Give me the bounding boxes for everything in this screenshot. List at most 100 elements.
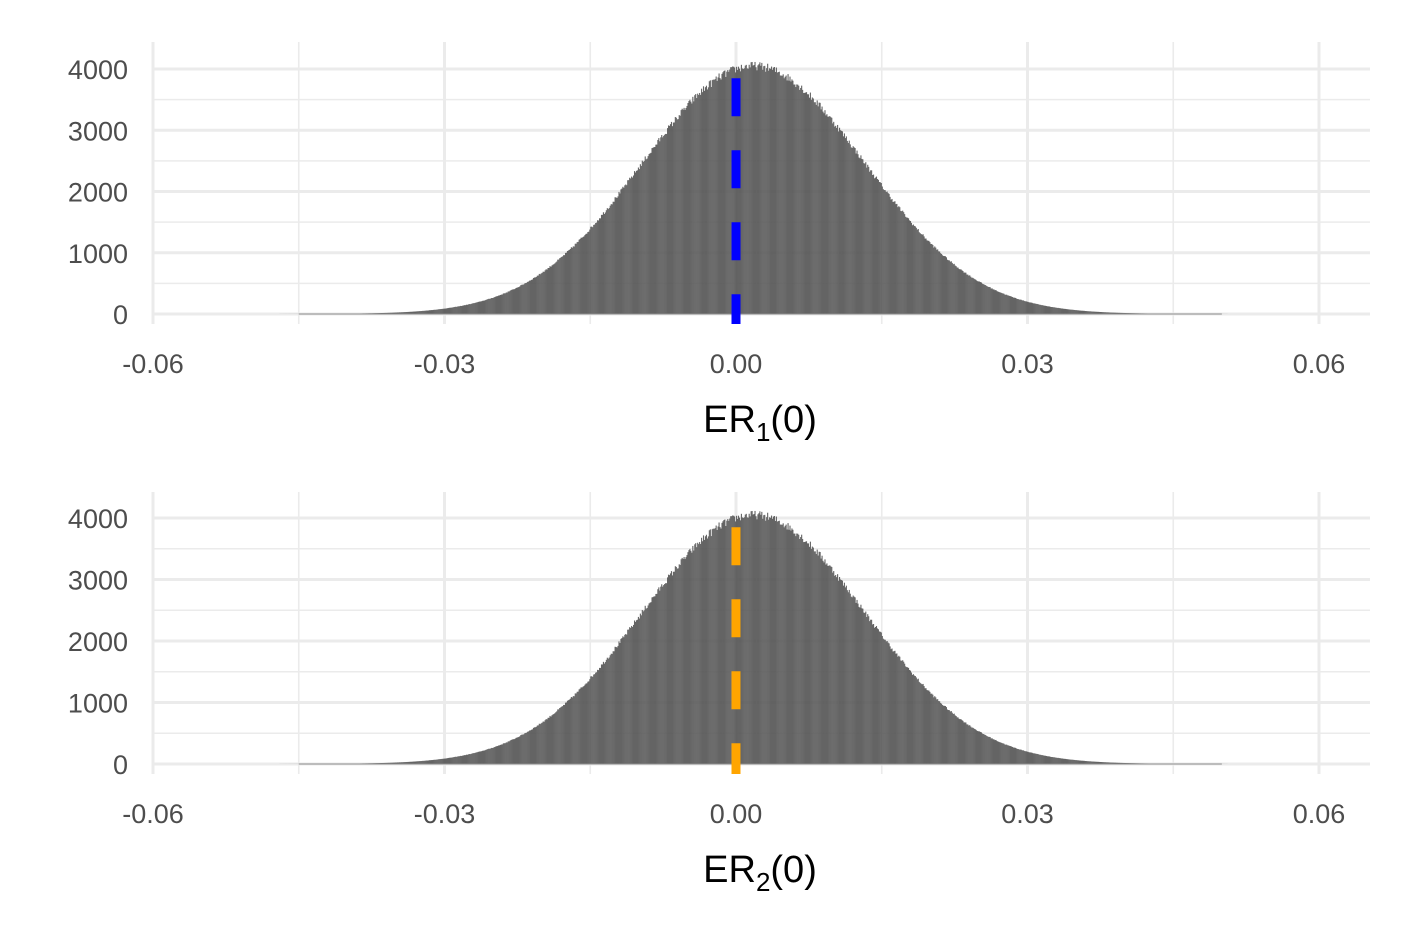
histogram-bar: [460, 755, 462, 764]
histogram-bar: [411, 311, 413, 314]
histogram-bar: [1005, 294, 1007, 314]
histogram-bar: [1044, 755, 1047, 764]
histogram-bar: [1085, 761, 1087, 764]
histogram-bar: [665, 583, 667, 764]
histogram-bar: [544, 270, 546, 314]
histogram-bar: [765, 71, 767, 315]
histogram-bar: [1013, 297, 1016, 314]
histogram-bar: [441, 308, 443, 314]
histogram-bar: [744, 514, 746, 764]
histogram-bar: [722, 72, 724, 315]
histogram-bar: [639, 613, 641, 764]
histogram-bar: [776, 521, 778, 764]
histogram-bar: [873, 178, 876, 314]
histogram-bar: [694, 544, 696, 764]
histogram-bar: [779, 524, 781, 764]
histogram-bar: [1120, 762, 1122, 764]
histogram-bar: [1041, 755, 1043, 764]
histogram-bar: [577, 691, 579, 764]
x-tick-label: 0.00: [710, 799, 763, 829]
histogram-bar: [1018, 299, 1020, 314]
histogram-bar: [890, 649, 892, 764]
histogram-bar: [494, 747, 496, 764]
histogram-bar: [1063, 308, 1065, 314]
histogram-bar: [777, 72, 779, 314]
histogram-bar: [872, 175, 874, 314]
histogram-bar: [984, 734, 986, 764]
histogram-bar: [604, 662, 606, 764]
histogram-bar: [989, 737, 991, 764]
histogram-bar: [404, 312, 406, 314]
histogram-bar: [981, 283, 983, 314]
histogram-bar: [572, 246, 574, 314]
histogram-bar: [965, 272, 967, 314]
histogram-bar: [413, 761, 415, 764]
histogram-bar: [669, 124, 672, 315]
histogram-bar: [547, 267, 549, 314]
histogram-bar: [633, 175, 635, 314]
histogram-bar: [532, 727, 535, 764]
histogram-bar: [874, 177, 877, 314]
histogram-bar: [732, 515, 734, 764]
histogram-bar: [407, 311, 409, 314]
histogram-bar: [599, 218, 602, 314]
histogram-bar: [828, 116, 830, 314]
histogram-bar: [719, 78, 721, 314]
histogram-bar: [861, 158, 863, 314]
histogram-bar: [1091, 311, 1093, 314]
histogram-bar: [1043, 305, 1045, 314]
histogram-bar: [598, 670, 600, 764]
histogram-bar: [508, 291, 510, 314]
histogram-bar: [964, 272, 966, 314]
histogram-bar: [393, 762, 396, 764]
histogram-bar: [475, 302, 477, 314]
histogram-bar: [910, 222, 913, 314]
histogram-bar: [382, 762, 384, 764]
histogram-bar: [1059, 308, 1061, 314]
histogram-bar: [973, 728, 975, 764]
histogram-bar: [979, 282, 982, 314]
histogram-bar: [578, 689, 580, 764]
histogram-bar: [392, 312, 394, 314]
histogram-bar: [998, 291, 1000, 314]
histogram-bar: [823, 562, 825, 764]
histogram-bar: [465, 754, 467, 764]
histogram-bar: [672, 122, 674, 314]
histogram-bar: [482, 300, 484, 314]
histogram-bar: [821, 555, 823, 764]
histogram-bar: [856, 599, 858, 764]
histogram-bar: [415, 311, 417, 314]
histogram-bar: [741, 68, 743, 315]
histogram-bar: [486, 299, 488, 314]
histogram-bar: [459, 306, 461, 314]
histogram-bar: [518, 287, 520, 314]
histogram-bar: [452, 757, 454, 764]
histogram-bar: [955, 266, 957, 314]
histogram-bar: [1111, 312, 1113, 314]
histogram-bar: [427, 310, 429, 314]
histogram-bar: [478, 751, 480, 764]
histogram-bar: [497, 295, 500, 314]
histogram-bar: [593, 224, 595, 314]
histogram-bar: [540, 273, 542, 314]
histogram-bar: [513, 289, 515, 314]
histogram-bar: [770, 66, 773, 314]
histogram-bar: [1060, 758, 1062, 764]
histogram-bar: [533, 727, 536, 764]
histogram-bar: [740, 513, 742, 764]
histogram-bar: [847, 142, 849, 314]
histogram-bar: [497, 745, 500, 764]
histogram-bar: [767, 63, 769, 315]
histogram-bar: [885, 191, 887, 314]
histogram-bar: [592, 676, 594, 764]
histogram-bar: [705, 534, 707, 764]
histogram-bar: [428, 310, 431, 314]
histogram-bar: [640, 165, 642, 314]
histogram-bar: [630, 178, 632, 314]
histogram-bar: [476, 752, 478, 764]
histogram-bar: [420, 761, 422, 764]
histogram-bar: [1072, 759, 1074, 764]
histogram-bar: [1046, 756, 1049, 764]
histogram-bar: [624, 185, 626, 314]
histogram-bar: [733, 515, 735, 764]
